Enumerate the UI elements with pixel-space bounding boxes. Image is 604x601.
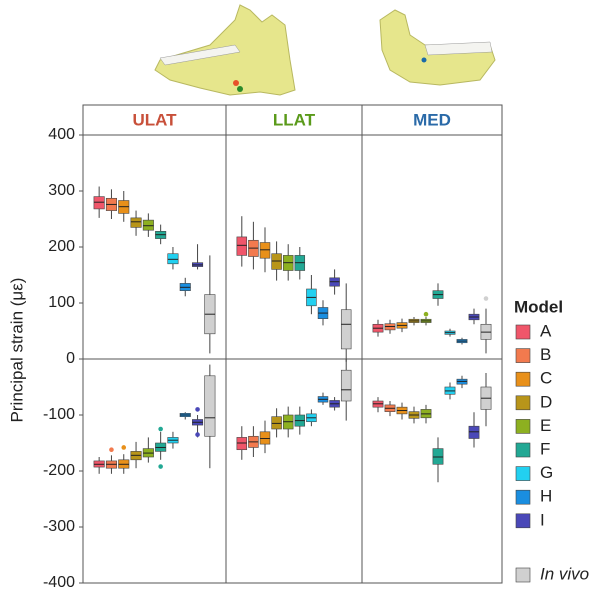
legend-label: I bbox=[540, 510, 545, 529]
teeth-medial bbox=[424, 41, 493, 56]
legend-swatch bbox=[515, 419, 531, 434]
box bbox=[236, 236, 248, 256]
legend-swatch bbox=[515, 567, 531, 583]
box bbox=[340, 309, 352, 350]
outlier bbox=[158, 464, 163, 469]
outlier bbox=[483, 296, 489, 301]
gauge-marker bbox=[237, 86, 243, 92]
y-axis-label: Principal strain (με) bbox=[7, 278, 26, 423]
box bbox=[130, 217, 142, 228]
legend-label: G bbox=[540, 463, 553, 482]
box bbox=[259, 242, 271, 259]
legend-title: Model bbox=[514, 297, 563, 316]
y-tick-label: -200 bbox=[43, 462, 75, 479]
legend-swatch bbox=[515, 466, 531, 481]
legend-label: B bbox=[540, 345, 551, 364]
plot-frame bbox=[82, 104, 503, 584]
y-tick-label: 100 bbox=[48, 294, 75, 311]
legend-label: A bbox=[540, 321, 552, 340]
box bbox=[142, 219, 154, 231]
legend-swatch bbox=[515, 348, 531, 363]
teeth-lateral bbox=[159, 44, 241, 66]
legend-label: H bbox=[540, 487, 552, 506]
panel-title: ULAT bbox=[132, 110, 177, 129]
legend-label: D bbox=[540, 392, 552, 411]
legend-swatch bbox=[515, 442, 531, 458]
gauge-marker bbox=[421, 57, 427, 63]
outlier bbox=[195, 407, 200, 412]
gauge-marker bbox=[233, 80, 239, 86]
legend-swatch bbox=[515, 371, 531, 387]
legend-swatch bbox=[515, 489, 531, 505]
legend-swatch bbox=[515, 513, 531, 529]
y-tick-label: -300 bbox=[43, 518, 75, 535]
y-tick-label: -400 bbox=[43, 574, 75, 591]
outlier bbox=[195, 432, 200, 437]
box bbox=[271, 253, 282, 270]
panel-title: LLAT bbox=[273, 110, 316, 129]
jaw-illustrations bbox=[154, 4, 496, 96]
box bbox=[468, 425, 480, 439]
box bbox=[236, 437, 248, 451]
outlier bbox=[121, 445, 127, 450]
box bbox=[271, 416, 282, 430]
legend-label: In vivo bbox=[540, 564, 589, 583]
box bbox=[167, 253, 179, 265]
y-tick-label: 400 bbox=[48, 126, 75, 143]
y-tick-label: 200 bbox=[48, 238, 75, 255]
legend-swatch bbox=[515, 324, 531, 340]
box bbox=[204, 375, 216, 437]
box bbox=[432, 448, 444, 465]
legend-label: F bbox=[540, 439, 550, 458]
y-tick-label: -100 bbox=[43, 406, 75, 423]
legend-swatch bbox=[515, 395, 531, 411]
outlier bbox=[109, 447, 114, 453]
box bbox=[93, 196, 105, 210]
box bbox=[259, 431, 271, 445]
outlier bbox=[158, 426, 163, 432]
box bbox=[340, 369, 352, 402]
panel-title: MED bbox=[413, 110, 451, 129]
y-tick-label: 0 bbox=[66, 350, 75, 367]
legend-label: C bbox=[540, 369, 552, 388]
legend-label: E bbox=[540, 416, 551, 435]
y-tick-label: 300 bbox=[48, 182, 75, 199]
outlier bbox=[423, 311, 429, 317]
